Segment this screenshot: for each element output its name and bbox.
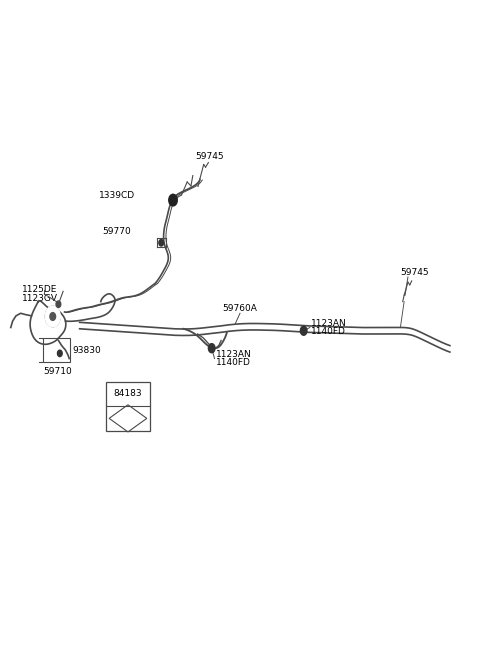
FancyBboxPatch shape [106, 383, 150, 431]
Text: 1339CD: 1339CD [99, 191, 135, 200]
Circle shape [208, 344, 215, 353]
Text: 1123GV: 1123GV [22, 294, 58, 303]
Circle shape [58, 350, 62, 356]
Circle shape [56, 301, 61, 307]
Text: 93830: 93830 [72, 346, 101, 355]
Text: 1123AN: 1123AN [311, 319, 347, 328]
Circle shape [300, 326, 307, 335]
Text: 59745: 59745 [400, 268, 429, 277]
Text: 59760A: 59760A [223, 305, 257, 313]
Text: 84183: 84183 [114, 388, 142, 398]
Text: 1125DE: 1125DE [22, 286, 58, 295]
Circle shape [50, 312, 56, 320]
Text: 1140FD: 1140FD [311, 327, 346, 336]
Circle shape [169, 195, 177, 206]
Text: 59745: 59745 [195, 153, 224, 161]
Text: 59710: 59710 [43, 367, 72, 376]
Text: 1140FD: 1140FD [216, 358, 251, 367]
Circle shape [45, 306, 60, 327]
Text: 59770: 59770 [102, 227, 131, 236]
Bar [43, 338, 70, 362]
Text: 1123AN: 1123AN [216, 350, 251, 359]
Circle shape [159, 240, 164, 246]
